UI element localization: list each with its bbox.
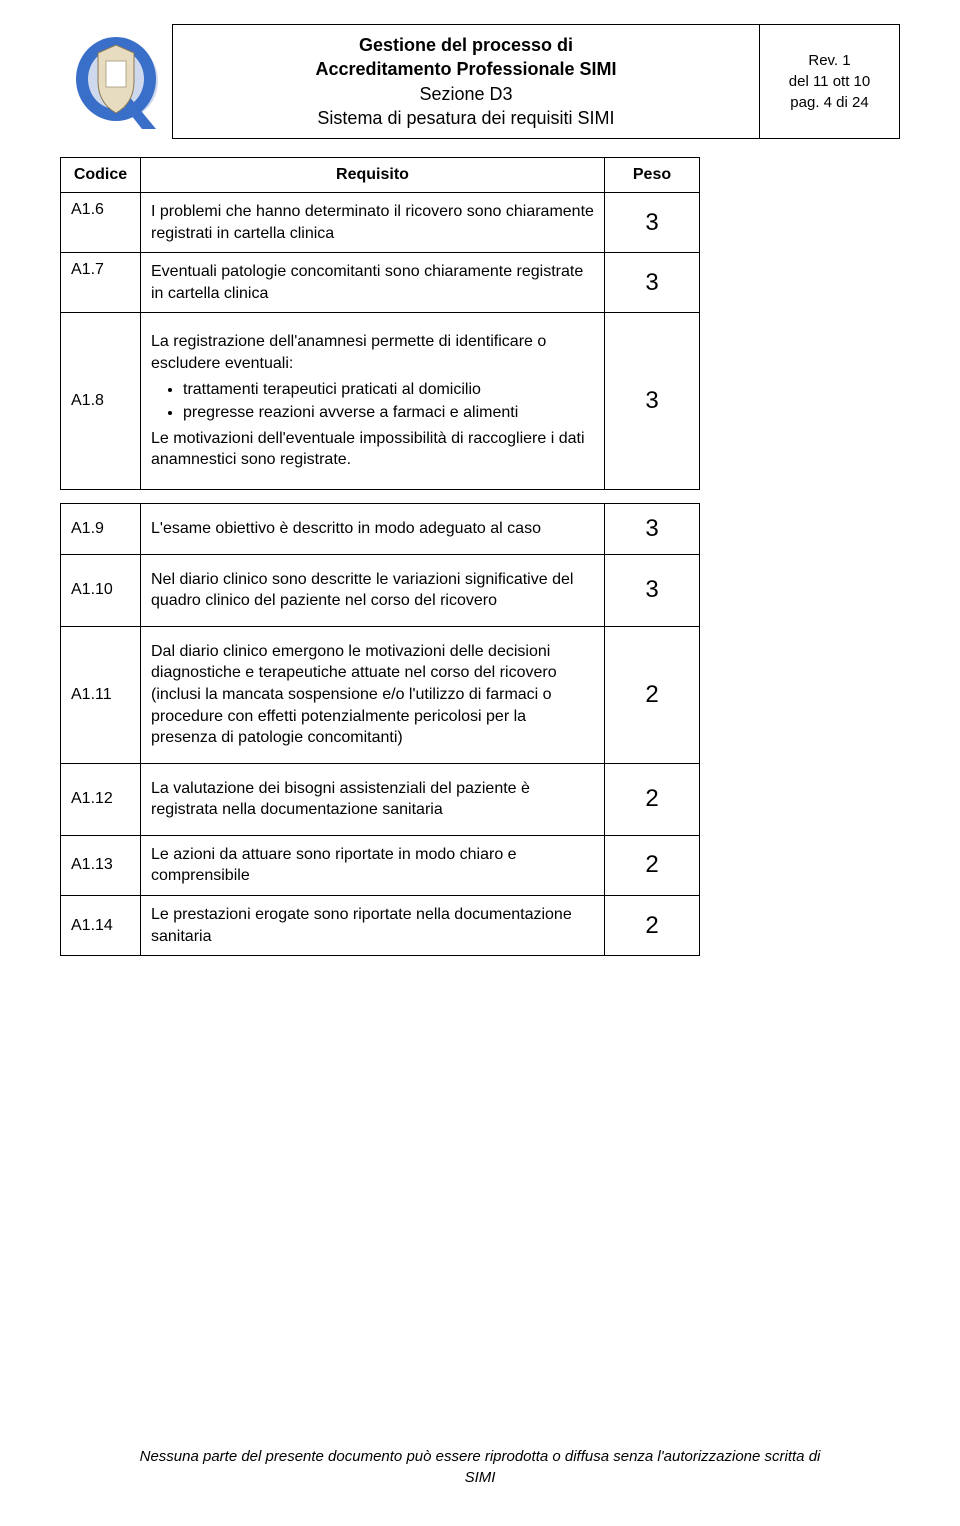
rev-line1: Rev. 1 xyxy=(808,52,850,69)
footer-line1: Nessuna parte del presente documento può… xyxy=(140,1448,821,1465)
code-cell: A1.8 xyxy=(61,313,141,490)
table-row: A1.9 L'esame obiettivo è descritto in mo… xyxy=(61,503,700,554)
a18-outro: Le motivazioni dell'eventuale impossibil… xyxy=(151,430,585,469)
peso-cell: 3 xyxy=(605,313,700,490)
code-cell: A1.7 xyxy=(61,253,141,313)
header-title-line2: Accreditamento Professionale SIMI xyxy=(315,59,616,79)
requisito-cell: Le prestazioni erogate sono riportate ne… xyxy=(141,896,605,956)
header-table: Gestione del processo di Accreditamento … xyxy=(60,24,900,139)
requisito-cell: I problemi che hanno determinato il rico… xyxy=(141,193,605,253)
col-header-requisito: Requisito xyxy=(141,158,605,193)
code-cell: A1.6 xyxy=(61,193,141,253)
a110-text: Nel diario clinico sono descritte le var… xyxy=(151,571,573,610)
peso-cell: 3 xyxy=(605,253,700,313)
rev-line3: pag. 4 di 24 xyxy=(790,94,868,111)
a112-text: La valutazione dei bisogni assistenziali… xyxy=(151,780,530,819)
header-title-line1: Gestione del processo di xyxy=(359,35,573,55)
code-cell: A1.11 xyxy=(61,626,141,763)
peso-cell: 2 xyxy=(605,763,700,835)
table-row: A1.8 La registrazione dell'anamnesi perm… xyxy=(61,313,700,490)
requirements-table: Codice Requisito Peso A1.6 I problemi ch… xyxy=(60,157,700,956)
requisito-cell: Le azioni da attuare sono riportate in m… xyxy=(141,835,605,895)
a111-text: Dal diario clinico emergono le motivazio… xyxy=(151,643,557,746)
code-cell: A1.14 xyxy=(61,896,141,956)
table-row: A1.7 Eventuali patologie concomitanti so… xyxy=(61,253,700,313)
table-header-row: Codice Requisito Peso xyxy=(61,158,700,193)
peso-cell: 2 xyxy=(605,835,700,895)
logo xyxy=(70,31,162,133)
header-title-line4: Sistema di pesatura dei requisiti SIMI xyxy=(317,108,614,128)
gap-row xyxy=(61,489,700,503)
peso-cell: 2 xyxy=(605,626,700,763)
footer-line2: SIMI xyxy=(465,1469,496,1486)
code-cell: A1.12 xyxy=(61,763,141,835)
peso-cell: 3 xyxy=(605,554,700,626)
code-cell: A1.13 xyxy=(61,835,141,895)
rev-line2: del 11 ott 10 xyxy=(789,73,870,90)
requisito-cell: Eventuali patologie concomitanti sono ch… xyxy=(141,253,605,313)
a18-bullets: trattamenti terapeutici praticati al dom… xyxy=(151,379,594,424)
a18-intro: La registrazione dell'anamnesi permette … xyxy=(151,333,546,372)
requisito-cell: La registrazione dell'anamnesi permette … xyxy=(141,313,605,490)
requisito-cell: L'esame obiettivo è descritto in modo ad… xyxy=(141,503,605,554)
table-row: A1.11 Dal diario clinico emergono le mot… xyxy=(61,626,700,763)
a18-bullet-1: trattamenti terapeutici praticati al dom… xyxy=(183,379,594,401)
a18-bullet-2: pregresse reazioni avverse a farmaci e a… xyxy=(183,402,594,424)
a19-text: L'esame obiettivo è descritto in modo ad… xyxy=(151,520,541,537)
header-rev-cell: Rev. 1 del 11 ott 10 pag. 4 di 24 xyxy=(760,25,900,139)
requisito-cell: Nel diario clinico sono descritte le var… xyxy=(141,554,605,626)
table-row: A1.14 Le prestazioni erogate sono riport… xyxy=(61,896,700,956)
requisito-cell: La valutazione dei bisogni assistenziali… xyxy=(141,763,605,835)
table-row: A1.12 La valutazione dei bisogni assiste… xyxy=(61,763,700,835)
code-cell: A1.10 xyxy=(61,554,141,626)
table-row: A1.10 Nel diario clinico sono descritte … xyxy=(61,554,700,626)
table-row: A1.6 I problemi che hanno determinato il… xyxy=(61,193,700,253)
page: Gestione del processo di Accreditamento … xyxy=(0,0,960,1526)
col-header-codice: Codice xyxy=(61,158,141,193)
footer: Nessuna parte del presente documento può… xyxy=(60,1446,900,1488)
header-title-line3: Sezione D3 xyxy=(419,84,512,104)
peso-cell: 3 xyxy=(605,193,700,253)
table-row: A1.13 Le azioni da attuare sono riportat… xyxy=(61,835,700,895)
peso-cell: 3 xyxy=(605,503,700,554)
requisito-cell: Dal diario clinico emergono le motivazio… xyxy=(141,626,605,763)
col-header-peso: Peso xyxy=(605,158,700,193)
header-title-cell: Gestione del processo di Accreditamento … xyxy=(173,25,760,139)
code-cell: A1.9 xyxy=(61,503,141,554)
quality-logo-icon xyxy=(70,31,162,133)
header-logo-cell xyxy=(60,25,173,139)
peso-cell: 2 xyxy=(605,896,700,956)
